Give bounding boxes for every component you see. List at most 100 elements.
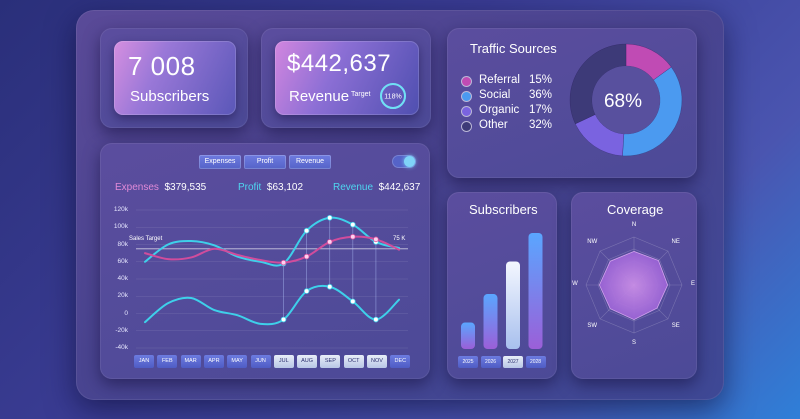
month-button-aug[interactable]: AUG bbox=[297, 355, 318, 368]
coverage-area[interactable] bbox=[599, 250, 669, 321]
point-expenses-jul[interactable] bbox=[280, 259, 287, 266]
point-revenue-aug[interactable] bbox=[303, 227, 310, 234]
radar-ring bbox=[585, 236, 683, 334]
year-button-2027[interactable]: 2027 bbox=[503, 356, 523, 368]
legend-name: Referral bbox=[479, 74, 520, 86]
subscribers-label: Subscribers bbox=[130, 88, 210, 105]
point-expenses-oct[interactable] bbox=[350, 233, 356, 240]
subscribers-value: 7 008 bbox=[128, 51, 196, 81]
compass-label-w: W bbox=[572, 281, 578, 287]
month-button-apr[interactable]: APR bbox=[203, 355, 224, 368]
target-gauge-progress bbox=[380, 83, 406, 109]
month-button-jan[interactable]: JAN bbox=[134, 355, 154, 368]
profit-filter-button[interactable]: Profit bbox=[244, 155, 286, 169]
month-button-sep[interactable]: SEP bbox=[320, 355, 341, 368]
y-tick-label: 40k bbox=[117, 275, 128, 282]
legend-pct: 17% bbox=[529, 104, 553, 116]
month-button-jun[interactable]: JUN bbox=[250, 355, 271, 368]
y-tick-label: 60k bbox=[117, 257, 128, 265]
compass-label-nw: NW bbox=[587, 239, 598, 246]
subscribers-chart-title: Subscribers bbox=[469, 202, 538, 217]
profit-kpi: Profit $63,102 bbox=[238, 182, 303, 193]
series-toggle[interactable] bbox=[392, 155, 416, 168]
expenses-kpi-label: Expenses bbox=[115, 182, 159, 193]
month-button-mar[interactable]: MAR bbox=[180, 355, 201, 368]
y-tick-label: 120k bbox=[113, 206, 128, 213]
point-revenue-sep[interactable] bbox=[326, 214, 333, 221]
compass-label-s: S bbox=[631, 340, 636, 346]
expenses-kpi-value: $379,535 bbox=[164, 182, 207, 193]
month-button-may[interactable]: MAY bbox=[227, 355, 248, 368]
compass-label-ne: NE bbox=[671, 239, 680, 246]
profit-kpi-value: $63,102 bbox=[266, 182, 304, 193]
coverage-radar-chart bbox=[585, 236, 683, 334]
year-button-2028[interactable]: 2028 bbox=[525, 356, 546, 368]
bar-2027[interactable] bbox=[506, 261, 520, 349]
point-profit-aug[interactable] bbox=[303, 288, 310, 294]
revenue-kpi-value: $442,637 bbox=[378, 182, 421, 193]
bar-2028[interactable] bbox=[528, 233, 543, 349]
target-label: Target bbox=[351, 91, 371, 98]
legend-pct: 15% bbox=[529, 74, 553, 86]
point-expenses-nov[interactable] bbox=[373, 236, 379, 243]
legend-name: Social bbox=[479, 89, 511, 101]
month-button-oct[interactable]: OCT bbox=[343, 355, 364, 368]
expenses-filter-button[interactable]: Expenses bbox=[199, 155, 241, 169]
year-button-2025[interactable]: 2025 bbox=[458, 356, 478, 368]
y-tick-label: -40k bbox=[115, 344, 128, 351]
revenue-filter-button[interactable]: Revenue bbox=[289, 155, 331, 169]
sales-target-end-label: 75 K bbox=[393, 236, 406, 242]
sales-target-label: Sales Target bbox=[129, 236, 163, 242]
subscribers-bar-chart bbox=[461, 233, 543, 349]
traffic-sources-title: Traffic Sources bbox=[470, 41, 557, 56]
toggle-knob bbox=[404, 156, 415, 167]
point-expenses-aug[interactable] bbox=[303, 253, 310, 260]
target-percent: 118% bbox=[384, 94, 401, 101]
donut-center-value: 68% bbox=[604, 91, 642, 112]
y-tick-label: 100k bbox=[113, 223, 128, 231]
month-button-jul[interactable]: JUL bbox=[273, 355, 294, 368]
compass-label-sw: SW bbox=[587, 322, 598, 329]
month-button-feb[interactable]: FEB bbox=[157, 355, 178, 368]
point-profit-oct[interactable] bbox=[350, 298, 356, 305]
legend-name: Other bbox=[479, 119, 508, 131]
point-expenses-sep[interactable] bbox=[326, 239, 333, 245]
legend-dot-organic bbox=[462, 107, 471, 116]
compass-label-se: SE bbox=[671, 322, 680, 329]
coverage-title: Coverage bbox=[607, 202, 664, 217]
legend-name: Organic bbox=[479, 104, 520, 116]
subscribers-kpi-card[interactable]: 7 008 Subscribers bbox=[114, 41, 236, 115]
point-profit-jul[interactable] bbox=[280, 316, 287, 323]
point-profit-sep[interactable] bbox=[326, 283, 333, 290]
revenue-kpi-card[interactable]: $442,637 Revenue Target 118% bbox=[275, 41, 419, 115]
point-profit-nov[interactable] bbox=[373, 316, 379, 323]
revenue-kpi: Revenue $442,637 bbox=[333, 182, 420, 193]
month-button-nov[interactable]: NOV bbox=[367, 355, 387, 368]
profit-kpi-label: Profit bbox=[238, 182, 262, 193]
year-button-2026[interactable]: 2026 bbox=[480, 356, 501, 368]
expenses-kpi: Expenses $379,535 bbox=[115, 182, 206, 193]
point-revenue-oct[interactable] bbox=[350, 221, 356, 228]
month-button-dec[interactable]: DEC bbox=[390, 355, 411, 368]
traffic-donut-chart: 68% bbox=[569, 43, 683, 157]
legend-dot-other bbox=[462, 122, 471, 131]
revenue-label: Revenue bbox=[289, 88, 350, 105]
legend-pct: 32% bbox=[529, 119, 553, 131]
compass-label-n: N bbox=[631, 222, 637, 228]
y-tick-label: -20k bbox=[115, 326, 128, 334]
legend-pct: 36% bbox=[529, 89, 553, 101]
bar-2026[interactable] bbox=[483, 294, 498, 349]
y-tick-label: 20k bbox=[117, 292, 128, 300]
legend-dot-referral bbox=[462, 77, 471, 86]
revenue-value: $442,637 bbox=[287, 50, 392, 77]
y-tick-label: 0 bbox=[124, 309, 128, 317]
bar-2025[interactable] bbox=[461, 322, 475, 349]
target-gauge: 118% bbox=[380, 83, 406, 109]
y-tick-label: 80k bbox=[117, 240, 128, 248]
series-line-profit[interactable] bbox=[144, 284, 400, 326]
legend-dot-social bbox=[462, 92, 471, 101]
radar-ring bbox=[597, 248, 671, 322]
compass-label-e: E bbox=[690, 281, 695, 287]
revenue-kpi-label: Revenue bbox=[333, 182, 374, 193]
